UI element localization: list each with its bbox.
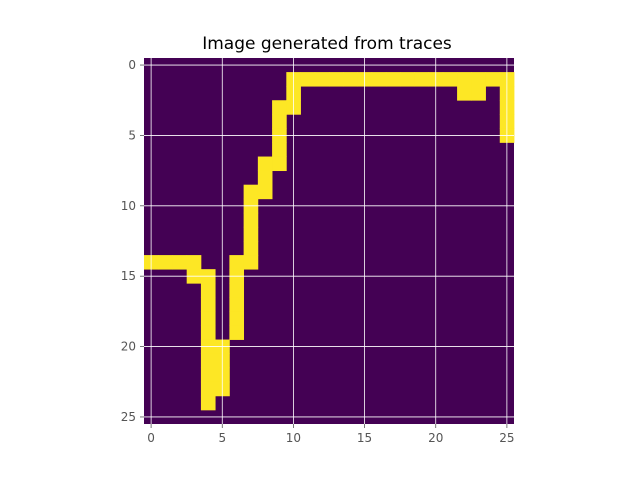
heatmap-cell [243, 212, 259, 228]
heatmap-cell [257, 184, 273, 200]
heatmap-cell [172, 255, 188, 270]
heatmap-cell [314, 72, 330, 87]
heatmap-cell [200, 353, 216, 369]
x-tick-label: 10 [286, 431, 301, 445]
y-tick-label: 0 [128, 58, 136, 72]
x-tick-label: 25 [499, 431, 514, 445]
heatmap-cell [471, 86, 486, 101]
heatmap-cell [229, 283, 245, 298]
heatmap-cell [471, 72, 486, 87]
heatmap-cell [229, 255, 245, 270]
y-tick-label: 20 [121, 340, 136, 354]
heatmap-cell [414, 72, 430, 87]
heatmap-cell [243, 241, 259, 256]
heatmap-cell [257, 170, 273, 186]
heatmap-cell [243, 255, 259, 270]
heatmap-cell [200, 381, 216, 397]
heatmap-background [144, 58, 514, 424]
chart-title: Image generated from traces [202, 34, 452, 54]
heatmap-cell [158, 255, 173, 270]
heatmap-cell [257, 156, 273, 172]
y-tick-label: 15 [121, 269, 136, 283]
heatmap-cell [200, 325, 216, 340]
heatmap-cell [272, 114, 287, 129]
heatmap-cell [229, 297, 245, 312]
heatmap-cell [343, 72, 358, 87]
heatmap-cell [272, 156, 287, 172]
y-tick-label: 5 [128, 128, 136, 142]
plot-area: 0 5 10 15 20 25 0 5 10 15 20 25 [121, 58, 515, 445]
heatmap-cell [200, 311, 216, 326]
heatmap-cell [457, 72, 472, 87]
heatmap-cell [329, 72, 344, 87]
y-tick-label: 10 [121, 199, 136, 213]
heatmap-cell [200, 395, 216, 411]
x-tick-label: 0 [147, 431, 155, 445]
heatmap-cell [200, 283, 216, 298]
x-tick-label: 15 [357, 431, 372, 445]
x-tick-label: 20 [428, 431, 443, 445]
y-tick-label: 25 [121, 410, 136, 424]
heatmap-cell [200, 297, 216, 312]
heatmap-cell [243, 184, 259, 200]
x-tick-label: 5 [218, 431, 226, 445]
heatmap-cell [371, 72, 387, 87]
heatmap-cell [229, 325, 245, 340]
heatmap-cell [385, 72, 401, 87]
heatmap-cell [400, 72, 415, 87]
heatmap-cell [272, 142, 287, 157]
heatmap-cell [457, 86, 472, 101]
heatmap-cell [442, 72, 458, 87]
heatmap-cell [229, 311, 245, 326]
heatmap-cell [243, 226, 259, 242]
heatmap-cell [485, 72, 501, 87]
heatmap-cell [272, 100, 287, 115]
heatmap-cell [300, 72, 316, 87]
heatmap-cell [200, 367, 216, 383]
heatmap-cell [186, 255, 202, 270]
